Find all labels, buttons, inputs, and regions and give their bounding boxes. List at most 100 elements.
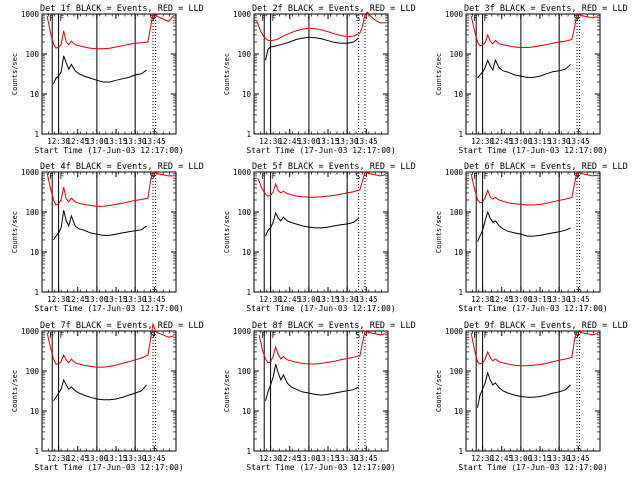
panel-title: Det 1f BLACK = Events, RED = LLD — [40, 4, 204, 14]
lld-series-line — [256, 11, 386, 42]
x-tick-label: 12:45 — [490, 454, 513, 463]
y-tick-label: 1 — [34, 130, 39, 139]
x-tick-label: 13:45 — [355, 295, 378, 304]
x-axis-label: Start Time (17-Jun-03 12:17:00) — [246, 146, 395, 155]
plot-frame — [253, 171, 389, 293]
panel-det-1: Det 1f BLACK = Events, RED = LLD 1 10 100 10… — [11, 4, 204, 155]
y-tick-label: 10 — [242, 90, 252, 99]
panel-det-4: Det 4f BLACK = Events, RED = LLD 1 10 100 10… — [11, 162, 204, 313]
y-tick-label: 10 — [242, 248, 252, 257]
flag-label-f: F — [272, 172, 277, 181]
y-axis-label: Counts/sec — [11, 370, 19, 412]
flag-label-f: F — [484, 331, 489, 340]
y-tick-label: 10 — [30, 90, 40, 99]
y-tick-label: 1000 — [445, 10, 464, 19]
y-tick-label: 1 — [458, 288, 463, 297]
flag-label-s: S — [356, 331, 361, 340]
events-series-line — [477, 58, 571, 79]
panel-det-8: Det 8f BLACK = Events, RED = LLD 1 10 100 10… — [223, 321, 416, 472]
panel-title: Det 9f BLACK = Events, RED = LLD — [464, 321, 628, 331]
lld-series-line — [46, 171, 174, 207]
y-tick-label: 10 — [30, 248, 40, 257]
flag-label-f: F — [473, 172, 478, 181]
plot-frame — [253, 330, 389, 452]
x-tick-label: 13:00 — [298, 295, 321, 304]
y-axis-label: Counts/sec — [223, 53, 231, 95]
panel-det-6: Det 6f BLACK = Events, RED = LLD 1 10 100 10… — [435, 162, 628, 313]
x-tick-label: 12:45 — [278, 137, 301, 146]
y-tick-label: 1 — [34, 447, 39, 456]
x-tick-label: 13:15 — [317, 137, 340, 146]
flag-label-f: F — [49, 14, 54, 23]
x-tick-label: 13:00 — [510, 454, 533, 463]
y-axis-label: Counts/sec — [435, 211, 443, 253]
x-tick-label: 13:30 — [336, 137, 359, 146]
y-tick-label: 100 — [237, 367, 251, 376]
x-tick-label: 13:00 — [86, 137, 109, 146]
plot-frame — [41, 13, 177, 135]
flag-label-f: F — [60, 14, 65, 23]
y-tick-label: 100 — [449, 208, 463, 217]
y-tick-label: 1 — [458, 130, 463, 139]
x-tick-label: 13:15 — [105, 454, 128, 463]
x-axis-label: Start Time (17-Jun-03 12:17:00) — [34, 463, 183, 472]
y-tick-label: 1000 — [445, 168, 464, 177]
flag-label-f: F — [473, 14, 478, 23]
events-series-line — [53, 55, 147, 85]
x-axis-label: Start Time (17-Jun-03 12:17:00) — [34, 146, 183, 155]
y-tick-label: 1000 — [233, 327, 252, 336]
x-axis-label: Start Time (17-Jun-03 12:17:00) — [458, 463, 607, 472]
plot-frame — [465, 330, 601, 452]
flag-label-f: F — [60, 172, 65, 181]
panel-title: Det 7f BLACK = Events, RED = LLD — [40, 321, 204, 331]
panel-det-5: Det 5f BLACK = Events, RED = LLD 1 10 100 10… — [223, 162, 416, 313]
panel-det-3: Det 3f BLACK = Events, RED = LLD 1 10 100 10… — [435, 4, 628, 155]
flag-label-f: F — [261, 172, 266, 181]
y-axis-label: Counts/sec — [223, 370, 231, 412]
flag-label-f: F — [60, 331, 65, 340]
y-axis-label: Counts/sec — [11, 53, 19, 95]
y-tick-label: 100 — [449, 367, 463, 376]
flag-label-f: F — [49, 331, 54, 340]
plot-frame — [253, 13, 389, 135]
x-tick-label: 13:45 — [143, 295, 166, 304]
plot-frame — [465, 13, 601, 135]
flag-label-f: F — [484, 172, 489, 181]
x-tick-label: 13:30 — [548, 137, 571, 146]
x-tick-label: 13:15 — [317, 295, 340, 304]
x-tick-label: 12:45 — [278, 454, 301, 463]
x-tick-label: 13:30 — [336, 295, 359, 304]
x-tick-label: 12:30 — [47, 137, 70, 146]
x-tick-label: 12:45 — [490, 137, 513, 146]
plot-frame — [41, 330, 177, 452]
flag-label-f: F — [272, 14, 277, 23]
x-axis-label: Start Time (17-Jun-03 12:17:00) — [458, 304, 607, 313]
x-tick-label: 13:30 — [548, 454, 571, 463]
x-tick-label: 13:00 — [510, 295, 533, 304]
x-tick-label: 12:30 — [259, 454, 282, 463]
x-tick-label: 13:45 — [355, 454, 378, 463]
flag-label-f: F — [49, 172, 54, 181]
y-tick-label: 1 — [34, 288, 39, 297]
x-tick-label: 12:45 — [66, 295, 89, 304]
x-tick-label: 12:30 — [259, 295, 282, 304]
x-tick-label: 12:30 — [259, 137, 282, 146]
y-tick-label: 100 — [25, 208, 39, 217]
x-tick-label: 13:00 — [86, 295, 109, 304]
events-series-line — [477, 371, 571, 408]
lld-series-line — [257, 171, 386, 198]
x-tick-label: 12:30 — [471, 454, 494, 463]
x-axis-label: Start Time (17-Jun-03 12:17:00) — [246, 304, 395, 313]
x-tick-label: 13:30 — [336, 454, 359, 463]
panel-title: Det 2f BLACK = Events, RED = LLD — [252, 4, 416, 14]
x-tick-label: 13:45 — [143, 137, 166, 146]
events-series-line — [265, 211, 359, 237]
y-tick-label: 100 — [25, 367, 39, 376]
panel-det-9: Det 9f BLACK = Events, RED = LLD 1 10 100 10… — [435, 321, 628, 472]
panel-det-2: Det 2f BLACK = Events, RED = LLD 1 10 100 10… — [223, 4, 416, 155]
panel-det-7: Det 7f BLACK = Events, RED = LLD 1 10 100 10… — [11, 321, 204, 472]
x-tick-label: 12:45 — [278, 295, 301, 304]
y-tick-label: 100 — [237, 50, 251, 59]
y-axis-label: Counts/sec — [223, 211, 231, 253]
y-tick-label: 10 — [454, 248, 464, 257]
